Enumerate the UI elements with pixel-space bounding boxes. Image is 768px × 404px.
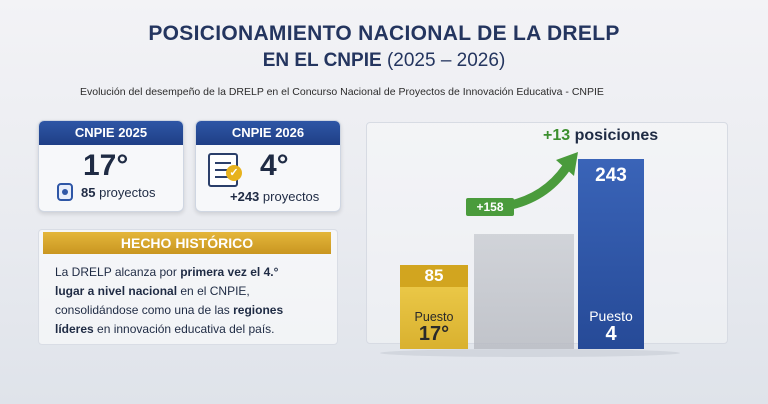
- card-cnpie-2026: CNPIE 2026 ✓ 4° +243 proyectos: [195, 120, 341, 212]
- positions-plus: +13: [543, 127, 571, 144]
- title-years: (2025 – 2026): [386, 50, 506, 71]
- projects-gain-badge: +158: [466, 198, 514, 216]
- card-title: CNPIE 2026: [196, 121, 340, 145]
- bar-2026: 243 Puesto 4: [578, 159, 644, 349]
- card-rank: 4°: [260, 149, 289, 182]
- fact-text-part: La DRELP alcanza por: [55, 265, 181, 279]
- projects-label: proyectos: [99, 185, 156, 200]
- projects-value: 85: [81, 185, 96, 200]
- bar-2025: 85 Puesto 17°: [400, 265, 468, 349]
- page-subtitle: Evolución del desempeño de la DRELP en e…: [80, 86, 604, 98]
- card-rank: 17°: [83, 149, 129, 182]
- projects-value: +243: [230, 189, 260, 204]
- bar-2025-rank: 17°: [418, 323, 450, 345]
- page-title-line2: EN EL CNPIE (2025 – 2026): [0, 50, 768, 72]
- fact-text-part: consolidándose como una de las: [55, 303, 234, 317]
- fact-text-part: en innovación educativa del país.: [93, 322, 275, 336]
- card-cnpie-2025: CNPIE 2025 17° 85 proyectos: [38, 120, 184, 212]
- historic-fact-panel: HECHO HISTÓRICO La DRELP alcanza por pri…: [38, 229, 338, 345]
- fact-text-bold: líderes: [55, 322, 94, 336]
- card-projects: 85 proyectos: [81, 185, 155, 200]
- fact-text-bold: primera vez el 4.°: [180, 265, 279, 279]
- bar-2026-rank: 4: [605, 323, 617, 345]
- fact-text-part: en el CNPIE,: [177, 284, 250, 298]
- page-title: POSICIONAMIENTO NACIONAL DE LA DRELP: [148, 22, 620, 45]
- positions-word: posiciones: [574, 127, 659, 144]
- chart-floor-shadow: [380, 349, 680, 357]
- bar-2025-rank-label: Puesto: [414, 310, 454, 324]
- fact-text-bold: lugar a nivel nacional: [55, 284, 178, 298]
- bar-background-block: [474, 234, 574, 349]
- clipboard-check-icon: ✓: [208, 153, 242, 187]
- card-title: CNPIE 2025: [39, 121, 183, 145]
- arrow-head-icon: [556, 152, 578, 176]
- fact-text: La DRELP alcanza por primera vez el 4.° …: [55, 263, 337, 339]
- positions-gain-label: +13 posiciones: [543, 127, 658, 145]
- bar-2026-rank-label: Puesto: [589, 308, 633, 324]
- medal-icon: [57, 183, 73, 201]
- bar-2026-value: 243: [595, 165, 627, 186]
- card-projects: +243 proyectos: [230, 189, 319, 204]
- projects-label: proyectos: [262, 189, 320, 204]
- fact-title: HECHO HISTÓRICO: [43, 232, 331, 254]
- bar-2025-value: 85: [400, 265, 468, 287]
- title-prefix: EN EL CNPIE: [262, 50, 382, 71]
- fact-text-bold: regiones: [233, 303, 284, 317]
